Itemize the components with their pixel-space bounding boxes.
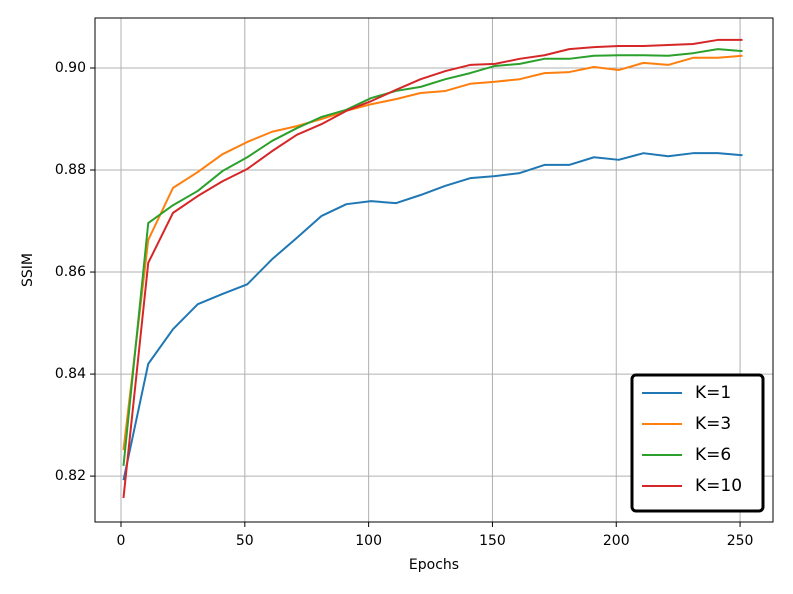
- x-tick-label: 150: [479, 533, 506, 549]
- data-line: [122, 54, 743, 451]
- x-tick-label: 200: [603, 533, 630, 549]
- x-axis-label: Epochs: [409, 557, 459, 573]
- plot-frame: [94, 17, 774, 523]
- y-tick-label: 0.88: [55, 162, 86, 178]
- data-line: [122, 48, 743, 466]
- x-tick-label: 0: [117, 533, 126, 549]
- legend-label: K=6: [695, 445, 731, 465]
- y-tick-label: 0.86: [55, 264, 86, 280]
- x-tick-label: 250: [727, 533, 754, 549]
- data-line: [122, 152, 743, 481]
- legend-label: K=10: [695, 476, 742, 496]
- y-tick-label: 0.90: [55, 60, 86, 76]
- x-tick-label: 50: [236, 533, 254, 549]
- legend-label: K=3: [695, 414, 731, 434]
- y-axis-label: SSIM: [20, 253, 36, 287]
- data-line: [122, 38, 743, 499]
- plot-lines: [122, 38, 743, 499]
- x-tick-label: 100: [355, 533, 382, 549]
- legend-label: K=1: [695, 383, 731, 403]
- y-tick-label: 0.84: [55, 366, 86, 382]
- legend-box: [630, 373, 765, 513]
- y-tick-label: 0.82: [55, 468, 86, 484]
